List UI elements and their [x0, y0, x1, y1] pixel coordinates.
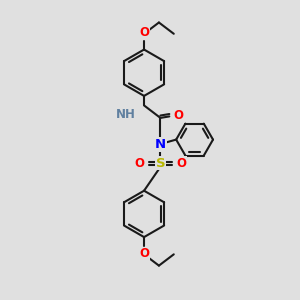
Text: NH: NH — [116, 108, 136, 121]
Text: N: N — [155, 138, 166, 151]
Text: O: O — [139, 247, 149, 260]
Text: O: O — [134, 157, 144, 169]
Text: O: O — [139, 26, 149, 39]
Text: O: O — [176, 157, 187, 169]
Text: S: S — [156, 157, 165, 169]
Text: O: O — [173, 109, 183, 122]
